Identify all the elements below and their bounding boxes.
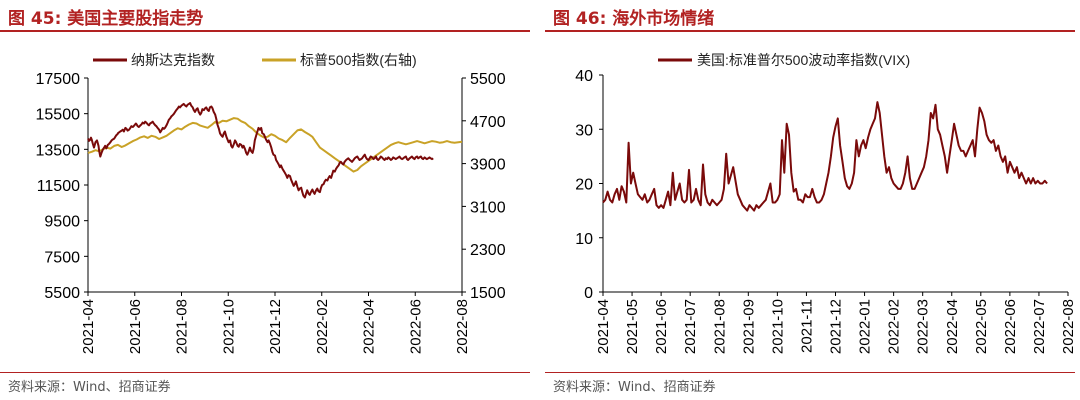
x-tick-label: 2021-10 [769, 299, 786, 354]
x-tick-label: 2022-03 [915, 299, 932, 354]
y-tick-label: 40 [575, 68, 593, 85]
right-y-tick-label: 3900 [470, 157, 506, 174]
x-tick-label: 2021-12 [267, 299, 284, 354]
right-y-tick-label: 3100 [470, 199, 506, 216]
right-source-note: 资料来源：Wind、招商证券 [553, 380, 716, 395]
x-tick-label: 2021-06 [653, 299, 670, 354]
left-y-tick-label: 17500 [36, 71, 81, 88]
y-tick-label: 10 [575, 231, 593, 248]
right-y-tick-label: 5500 [470, 71, 506, 88]
series-line-sp500 [87, 117, 463, 173]
x-tick-label: 2022-04 [361, 299, 378, 354]
x-tick-label: 2022-06 [407, 299, 424, 354]
x-tick-label: 2021-07 [682, 299, 699, 354]
right-source-divider [545, 372, 1075, 373]
left-y-tick-label: 9500 [44, 214, 80, 231]
x-tick-label: 2022-04 [944, 299, 961, 354]
left-source-note: 资料来源：Wind、招商证券 [8, 380, 171, 395]
series-line-vix [602, 101, 1048, 212]
x-tick-label: 2022-06 [1002, 299, 1019, 354]
y-tick-label: 30 [575, 122, 593, 139]
right-figure-title: 图 46: 海外市场情绪 [553, 9, 715, 29]
x-tick-label: 2022-07 [1031, 299, 1048, 354]
x-tick-label: 2021-06 [127, 299, 144, 354]
left-figure-panel: 图 45: 美国主要股指走势 纳斯达克指数 标普500指数(右轴) 17500 155… [0, 0, 535, 400]
legend-label-sp500: 标普500指数(右轴) [300, 52, 417, 68]
right-y-tick-label: 4700 [470, 114, 506, 131]
left-chart-svg: 纳斯达克指数 标普500指数(右轴) 17500 15500 13500 11500 950… [36, 52, 506, 354]
left-y-tick-label: 11500 [37, 178, 80, 195]
x-tick-label: 2021-09 [740, 299, 757, 354]
x-tick-label: 2022-01 [857, 299, 874, 354]
x-tick-label: 2021-08 [711, 299, 728, 354]
left-y-tick-label: 7500 [44, 249, 80, 266]
series-line-nasdaq [87, 102, 434, 199]
x-tick-label: 2021-10 [220, 299, 237, 354]
right-y-tick-label: 1500 [470, 285, 506, 302]
y-tick-label: 0 [584, 285, 593, 302]
left-figure-title: 图 45: 美国主要股指走势 [8, 9, 204, 29]
right-figure-panel: 图 46: 海外市场情绪 美国:标准普尔500波动率指数(VIX) 40 30 20 1… [545, 0, 1080, 400]
right-title-divider [545, 30, 1075, 32]
x-tick-label: 2021-12 [828, 299, 845, 354]
x-tick-label: 2021-04 [80, 299, 97, 354]
x-tick-label: 2021-05 [624, 299, 641, 354]
left-y-tick-label: 13500 [36, 142, 81, 159]
x-tick-label: 2021-11 [798, 299, 815, 353]
x-tick-label: 2022-05 [973, 299, 990, 354]
x-tick-label: 2022-02 [314, 299, 331, 354]
y-tick-label: 20 [575, 177, 593, 194]
left-y-tick-label: 5500 [44, 285, 80, 302]
legend-label-vix: 美国:标准普尔500波动率指数(VIX) [697, 52, 910, 68]
legend-label-nasdaq: 纳斯达克指数 [131, 52, 215, 68]
x-tick-label: 2022-02 [886, 299, 903, 354]
left-source-divider [0, 372, 530, 373]
left-title-divider [0, 30, 530, 32]
left-y-tick-label: 15500 [36, 107, 81, 124]
x-tick-label: 2021-04 [595, 299, 612, 354]
x-tick-label: 2022-08 [454, 299, 471, 354]
x-tick-label: 2021-08 [174, 299, 191, 354]
right-y-tick-label: 2300 [470, 242, 506, 259]
x-tick-label: 2022-08 [1060, 299, 1077, 354]
